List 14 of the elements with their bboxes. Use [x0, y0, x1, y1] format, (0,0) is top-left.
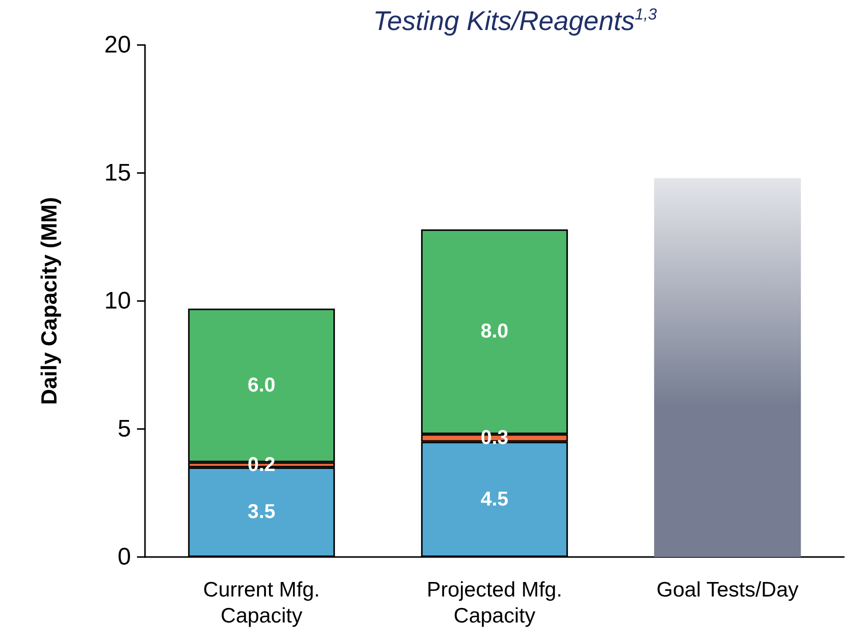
y-tick-label: 5 [118, 416, 131, 442]
y-tick-label: 10 [104, 288, 131, 314]
data-label: 6.0 [248, 374, 276, 396]
data-label: 8.0 [480, 320, 508, 343]
x-tick-label: Goal Tests/Day [656, 578, 799, 602]
y-tick-label: 0 [118, 544, 131, 570]
y-axis-title: Daily Capacity (MM) [36, 197, 62, 405]
y-tick-label: 20 [104, 32, 131, 58]
data-label: 4.5 [480, 488, 508, 510]
x-tick-label: Current Mfg. Capacity [203, 578, 320, 628]
y-tick-label: 15 [104, 160, 131, 186]
x-tick-label: Projected Mfg. Capacity [426, 578, 562, 628]
data-label: 3.5 [248, 501, 276, 524]
bar [654, 178, 801, 557]
